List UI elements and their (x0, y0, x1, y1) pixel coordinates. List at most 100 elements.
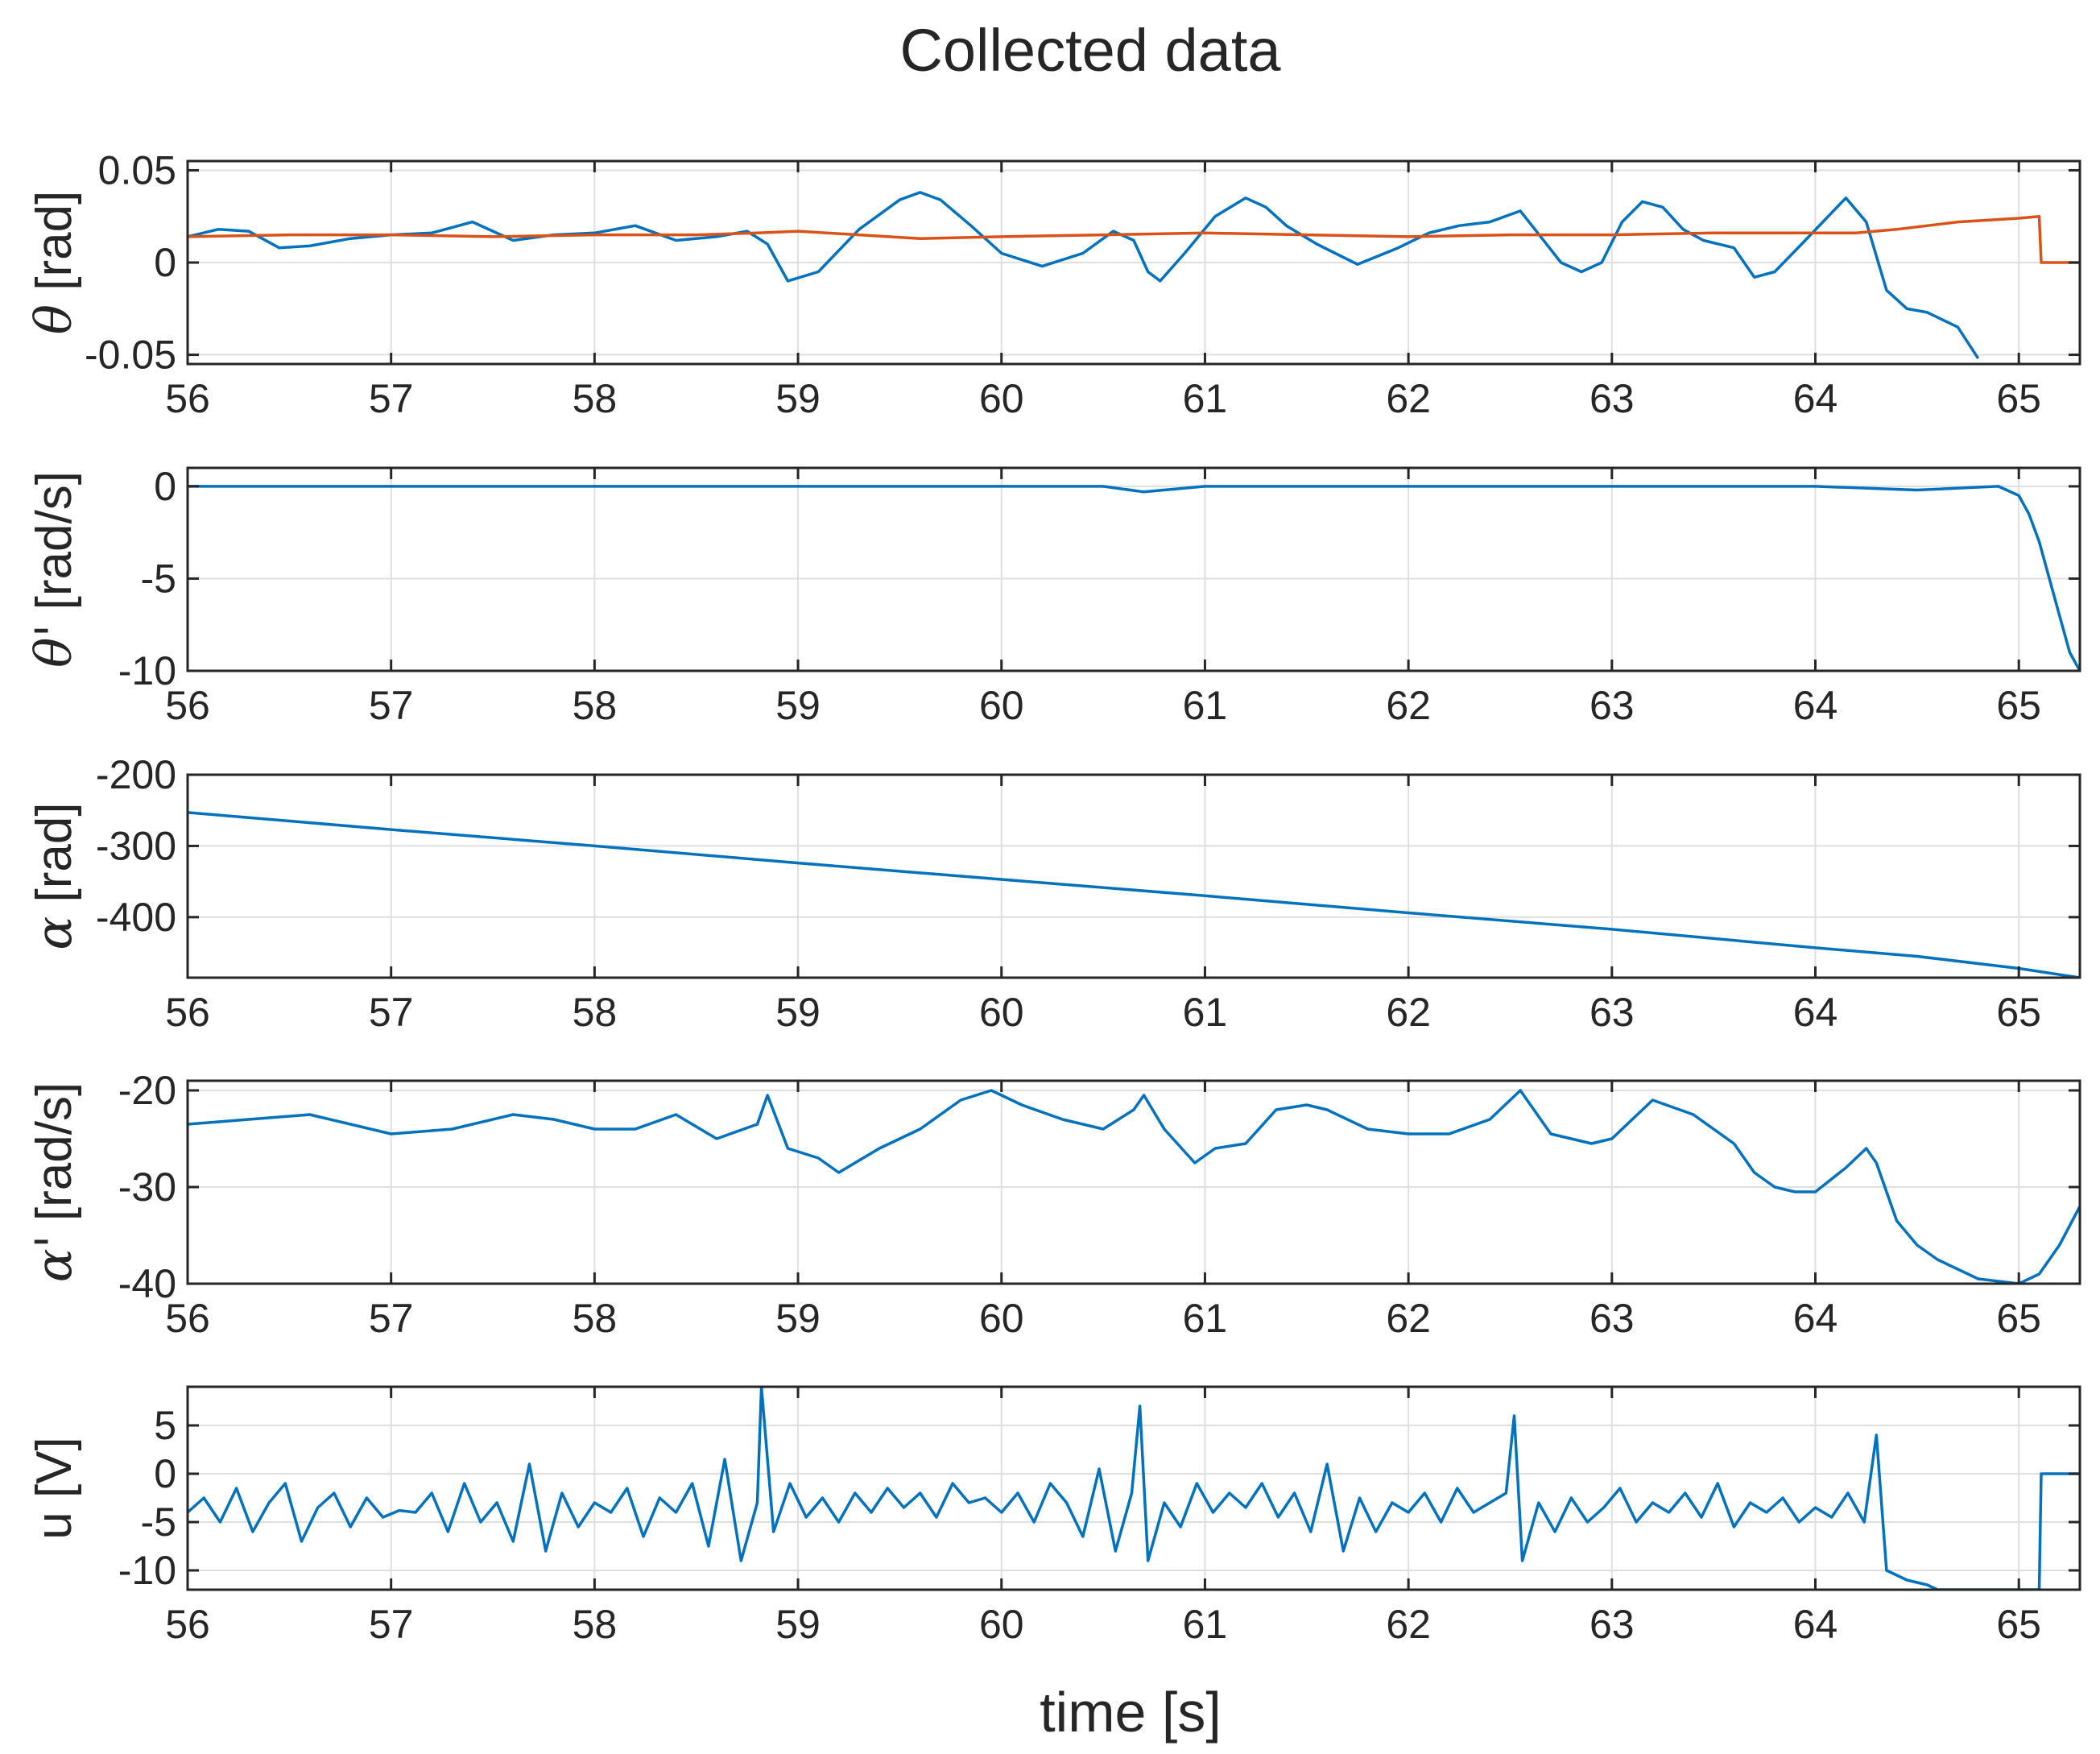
y-tick-label: -20 (118, 1068, 176, 1113)
x-tick-label: 64 (1793, 683, 1838, 728)
y-axis-label: θ [rad] (24, 191, 83, 335)
x-tick-label: 65 (1996, 990, 2041, 1035)
series-line-1 (188, 485, 2080, 671)
y-axis-unit: [rad/s] (27, 1082, 82, 1235)
series-line-1 (188, 1387, 2080, 1590)
x-tick-label: 61 (1183, 1296, 1228, 1341)
x-tick-label: 57 (369, 683, 414, 728)
y-tick-label: 0 (154, 240, 176, 285)
axes-box (186, 773, 2081, 979)
y-tick-label: -30 (118, 1165, 176, 1210)
y-tick-label: -40 (118, 1261, 176, 1306)
x-tick-label: 62 (1386, 683, 1431, 728)
x-tick-label: 61 (1183, 683, 1228, 728)
series-line-1 (188, 811, 2080, 978)
x-tick-label: 58 (573, 1602, 618, 1647)
y-axis-label: θ' [rad/s] (24, 471, 83, 668)
x-tick-label: 58 (573, 683, 618, 728)
y-axis-label: u [V] (27, 1437, 82, 1540)
x-tick-label: 59 (775, 683, 821, 728)
y-tick-label: -200 (96, 752, 176, 797)
x-tick-label: 56 (165, 1602, 210, 1647)
y-axis-unit: [rad] (27, 191, 82, 304)
x-tick-label: 56 (165, 1296, 210, 1341)
x-tick-label: 63 (1589, 1602, 1635, 1647)
x-tick-label: 60 (979, 683, 1024, 728)
x-tick-label: 56 (165, 990, 210, 1035)
x-tick-label: 59 (775, 1602, 821, 1647)
x-tick-label: 64 (1793, 990, 1838, 1035)
x-tick-label: 60 (979, 1602, 1024, 1647)
x-tick-label: 56 (165, 376, 210, 421)
x-tick-label: 64 (1793, 1296, 1838, 1341)
series-line-2 (188, 214, 2080, 264)
x-tick-label: 59 (775, 1296, 821, 1341)
y-tick-label: 0 (154, 464, 176, 509)
plot-area (188, 468, 2080, 671)
panel-5: 56 57 58 59 60 61 62 63 64 65 -10-505 u [V] (27, 1385, 2081, 1647)
figure-title: Collected data (899, 17, 1281, 84)
x-tick-label: 59 (775, 990, 821, 1035)
y-tick-label: -5 (141, 1500, 176, 1545)
y-axis-label: α [rad] (24, 802, 83, 949)
x-tick-label: 62 (1386, 1296, 1431, 1341)
y-tick-label: -0.05 (85, 333, 176, 378)
axes-box (186, 1079, 2081, 1285)
x-tick-label: 63 (1589, 990, 1635, 1035)
panel-3: 56 57 58 59 60 61 62 63 64 65 -400 -300 -200 α [rad] (24, 752, 2081, 1035)
x-tick-label: 59 (775, 376, 821, 421)
x-tick-label: 60 (979, 376, 1024, 421)
y-tick-label: -5 (141, 556, 176, 601)
y-tick-label: 0 (154, 1451, 176, 1496)
x-tick-label: 58 (573, 376, 618, 421)
y-axis-unit: [rad/s] (27, 471, 82, 624)
x-tick-label: 62 (1386, 376, 1431, 421)
x-tick-label: 63 (1589, 683, 1635, 728)
x-tick-label: 65 (1996, 683, 2041, 728)
x-tick-label: 65 (1996, 1602, 2041, 1647)
series-line-1 (188, 1089, 2080, 1284)
x-tick-label: 61 (1183, 1602, 1228, 1647)
y-axis-label: α' [rad/s] (24, 1082, 83, 1282)
y-tick-label: -10 (118, 648, 176, 693)
y-tick-label: -300 (96, 823, 176, 868)
x-tick-label: 65 (1996, 376, 2041, 421)
x-tick-label: 62 (1386, 990, 1431, 1035)
y-axis-symbol: α' (24, 1235, 83, 1282)
x-tick-label: 63 (1589, 1296, 1635, 1341)
x-tick-label: 63 (1589, 376, 1635, 421)
panel-2: 56 57 58 59 60 61 62 63 64 65 -10 -5 0 θ' [rad/s] (24, 464, 2081, 728)
axes-box (186, 466, 2081, 672)
x-tick-label: 58 (573, 1296, 618, 1341)
x-tick-label: 57 (369, 990, 414, 1035)
x-tick-label: 57 (369, 376, 414, 421)
x-tick-label: 58 (573, 990, 618, 1035)
x-tick-label: 56 (165, 683, 210, 728)
y-tick-label: 0.05 (98, 147, 176, 192)
x-tick-label: 60 (979, 990, 1024, 1035)
x-tick-label: 64 (1793, 376, 1838, 421)
plot-area (188, 1081, 2080, 1284)
x-tick-label: 60 (979, 1296, 1024, 1341)
y-tick-label: -400 (96, 895, 176, 940)
y-axis-symbol: θ' (24, 624, 83, 668)
x-tick-label: 61 (1183, 990, 1228, 1035)
x-tick-label: 61 (1183, 376, 1228, 421)
x-tick-label: 65 (1996, 1296, 2041, 1341)
x-tick-label: 64 (1793, 1602, 1838, 1647)
y-axis-symbol: θ (24, 304, 83, 334)
panel-4: 56 57 58 59 60 61 62 63 64 65 -40 -30 -20 α' [rad/s] (24, 1068, 2081, 1341)
x-axis-label: time [s] (1040, 1681, 1222, 1744)
y-axis-unit: u [V] (27, 1437, 82, 1540)
x-tick-label: 62 (1386, 1602, 1431, 1647)
y-axis-unit: [rad] (27, 802, 82, 916)
x-tick-label: 57 (369, 1296, 414, 1341)
y-tick-label: 5 (154, 1403, 176, 1448)
plot-area (188, 1387, 2080, 1590)
axes-box (186, 1385, 2081, 1591)
y-axis-symbol: α (24, 916, 83, 950)
y-tick-label: -10 (118, 1548, 176, 1593)
x-tick-label: 57 (369, 1602, 414, 1647)
panel-1: 56 57 58 59 60 61 62 63 64 65 -0.05 0 0.05 θ [rad] (24, 147, 2081, 421)
